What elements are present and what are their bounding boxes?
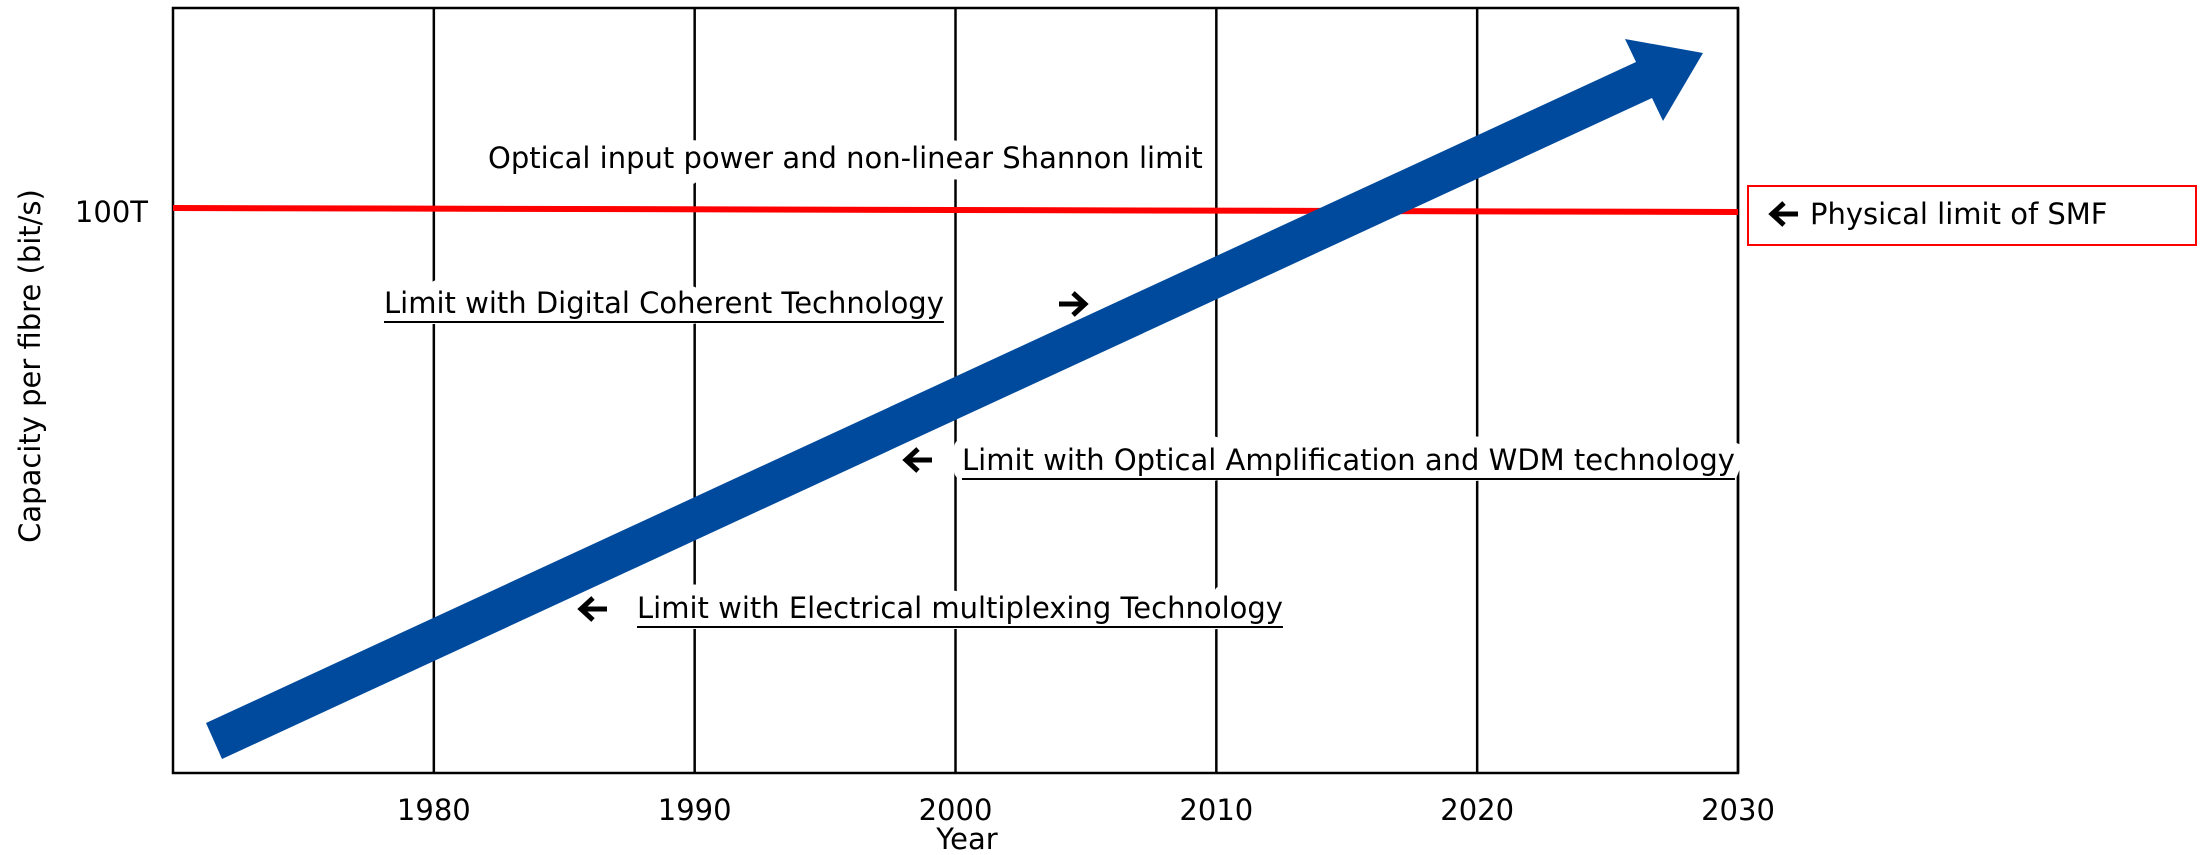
arrow-icon bbox=[577, 596, 607, 622]
x-tick-label: 2020 bbox=[1440, 793, 1514, 827]
limit-label: Physical limit of SMF bbox=[1810, 197, 2107, 231]
annotation: Limit with Optical Amplification and WDM… bbox=[962, 443, 1735, 477]
arrow-icon bbox=[1768, 201, 1798, 227]
arrow-icon bbox=[1059, 291, 1089, 317]
limit-line bbox=[172, 205, 1739, 215]
x-axis-label: Year bbox=[935, 822, 997, 855]
y-tick-label: 100T bbox=[75, 195, 148, 229]
annotation: Limit with Digital Coherent Technology bbox=[384, 286, 944, 320]
trend-arrow bbox=[206, 39, 1703, 759]
x-tick-label: 1980 bbox=[397, 793, 471, 827]
y-axis-label: Capacity per fibre (bit/s) bbox=[13, 189, 47, 543]
arrow-icon bbox=[902, 447, 932, 473]
annotation: Optical input power and non-linear Shann… bbox=[488, 141, 1203, 175]
x-tick-label: 2030 bbox=[1701, 793, 1775, 827]
annotation: Limit with Electrical multiplexing Techn… bbox=[637, 591, 1283, 625]
plot-frame bbox=[171, 6, 1740, 775]
x-tick-label: 2000 bbox=[919, 793, 993, 827]
limit-box bbox=[1747, 185, 2197, 246]
x-tick-label: 1990 bbox=[658, 793, 732, 827]
x-tick-label: 2010 bbox=[1179, 793, 1253, 827]
